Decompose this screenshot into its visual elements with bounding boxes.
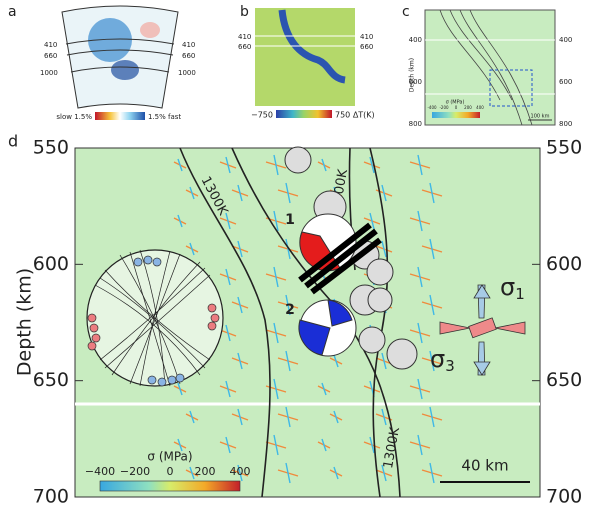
y-tick-label: 600 — [546, 253, 582, 275]
colorbar-tick: −400 — [85, 465, 115, 478]
sigma-subscript: 3 — [445, 357, 455, 375]
colorbar-tick: 400 — [230, 465, 251, 478]
panel-label: d — [8, 132, 18, 151]
y-tick-label: 650 — [33, 369, 69, 391]
figure: a 410 660 1000 410 660 1000 slow 1.5% 1.… — [0, 0, 591, 506]
panel-d: d 1300K 1200K 1300K 1 2 σ1 σ3 σ (MPa) — [8, 132, 582, 506]
y-tick-label: 700 — [546, 486, 582, 506]
colorbar — [432, 112, 480, 118]
panel-b: b 410 660 410 660 −750 750 ΔT(K) — [238, 4, 375, 120]
depth-label: 410 — [44, 41, 57, 49]
y-axis-label: Depth (km) — [14, 268, 36, 376]
colorbar-label: slow 1.5% — [56, 113, 92, 121]
scale-label: 100 km — [531, 114, 550, 120]
panel-label: a — [8, 4, 17, 20]
colorbar — [100, 481, 240, 491]
tick-label: 800 — [409, 120, 422, 128]
colorbar-tick: −200 — [120, 465, 150, 478]
tick-label: 600 — [559, 78, 572, 86]
depth-label: 660 — [44, 52, 57, 60]
panel-c: c Depth (km) 400 600 800 400 600 800 σ (… — [402, 4, 572, 128]
event-label: 1 — [285, 212, 295, 228]
y-tick-label: 550 — [33, 137, 69, 159]
colorbar-label: 750 ΔT(K) — [335, 111, 375, 120]
y-tick-label: 550 — [546, 137, 582, 159]
sigma-symbol: σ — [500, 273, 515, 301]
panel-label: b — [240, 4, 249, 20]
tick-label: 400 — [409, 36, 422, 44]
colorbar-tick: -200 — [439, 105, 449, 110]
scale-label: 40 km — [461, 457, 508, 475]
y-tick-label: 650 — [546, 369, 582, 391]
depth-label: 410 — [238, 33, 251, 41]
colorbar-tick: -400 — [427, 105, 437, 110]
anomaly — [111, 60, 139, 80]
anomaly — [140, 22, 160, 38]
colorbar-tick: 200 — [464, 105, 472, 110]
colorbar-tick: 0 — [455, 105, 458, 110]
colorbar-label: −750 — [251, 111, 273, 120]
y-tick-label: 700 — [33, 486, 69, 506]
colorbar-tick: 400 — [476, 105, 484, 110]
depth-label: 660 — [360, 43, 373, 51]
sigma-subscript: 1 — [515, 285, 525, 303]
colorbar — [95, 112, 145, 120]
depth-label: 660 — [238, 43, 251, 51]
panel-label: c — [402, 4, 410, 20]
tick-label: 800 — [559, 120, 572, 128]
y-tick-label: 600 — [33, 253, 69, 275]
colorbar-title: σ (MPa) — [147, 450, 192, 464]
panel-a: a 410 660 1000 410 660 1000 slow 1.5% 1.… — [8, 4, 196, 121]
sigma-symbol: σ — [430, 345, 445, 373]
colorbar-label: 1.5% fast — [148, 113, 181, 121]
colorbar — [276, 110, 332, 118]
depth-label: 1000 — [40, 69, 58, 77]
colorbar-tick: 0 — [167, 465, 174, 478]
depth-label: 410 — [182, 41, 195, 49]
depth-label: 660 — [182, 52, 195, 60]
depth-label: 1000 — [178, 69, 196, 77]
colorbar-tick: 200 — [195, 465, 216, 478]
tick-label: 600 — [409, 78, 422, 86]
depth-label: 410 — [360, 33, 373, 41]
tick-label: 400 — [559, 36, 572, 44]
y-label: Depth (km) — [409, 58, 416, 92]
event-label: 2 — [285, 302, 295, 318]
